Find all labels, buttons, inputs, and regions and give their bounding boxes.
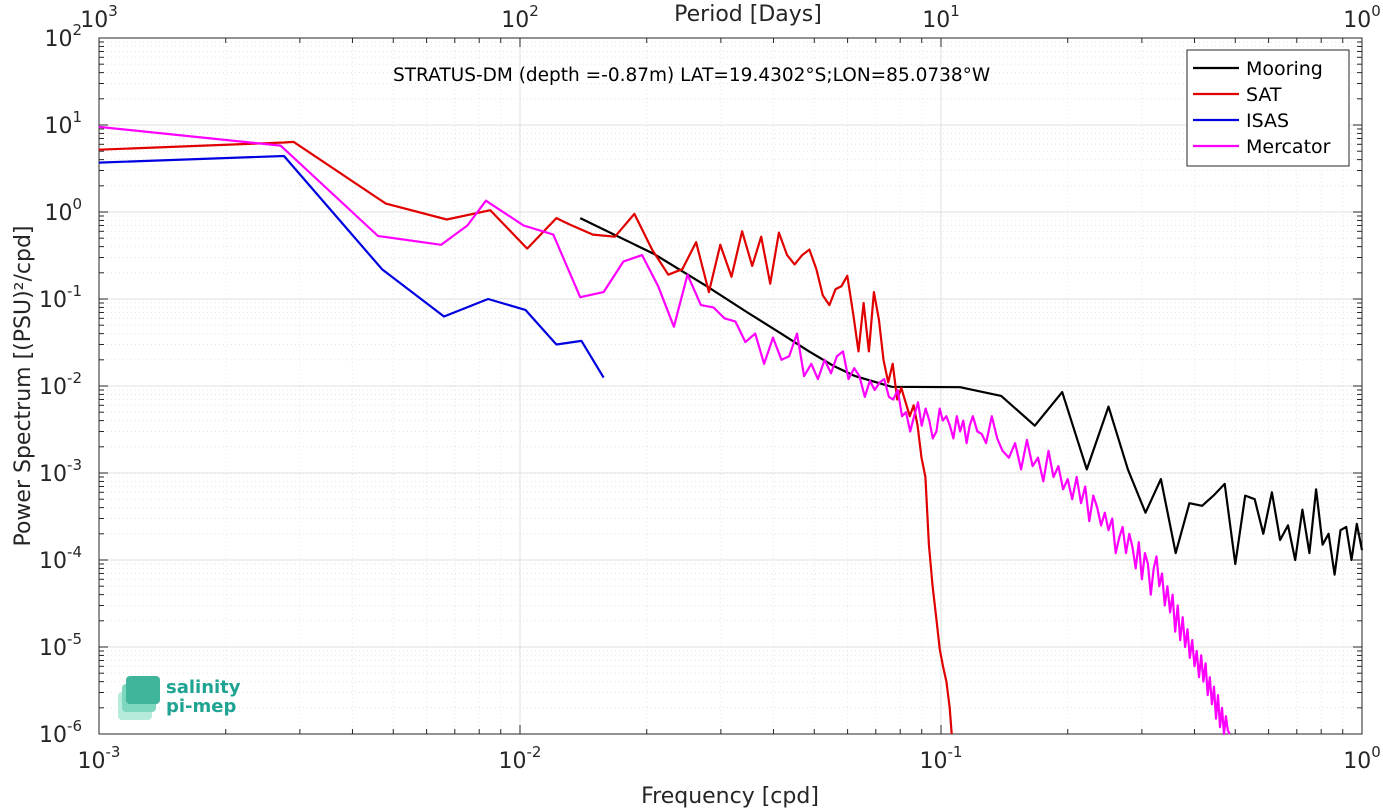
station-annotation: STRATUS-DM (depth =-0.87m) LAT=19.4302°S… [393, 65, 990, 86]
x-tick-labels: 10-3 10-2 10-1 100 [78, 743, 1381, 774]
series-line-sat [98, 140, 953, 735]
y-tick-label: 10-3 [39, 456, 82, 487]
series-line-mooring [579, 217, 1364, 576]
y-tick-label: 10-2 [39, 369, 82, 400]
y-tick-label: 100 [44, 195, 82, 226]
y-tick-label: 10-1 [39, 282, 82, 313]
y-axis-title: Power Spectrum [(PSU)²/cpd] [11, 225, 36, 546]
y-tick-label: 102 [44, 21, 82, 52]
legend-label-sat: SAT [1246, 84, 1282, 106]
x-tick-label: 10-3 [78, 743, 121, 774]
legend-label-mooring: Mooring [1246, 58, 1323, 80]
x-tick-label: 10-2 [499, 743, 542, 774]
logo-line-1: salinity [166, 677, 241, 698]
y-tick-labels: 102 101 100 10-1 10-2 10-3 10-4 10-5 10-6 [39, 21, 82, 748]
series-line-isas [98, 154, 605, 379]
x-axis-title: Frequency [cpd] [641, 784, 819, 809]
logo-line-2: pi-mep [166, 696, 236, 717]
x2-tick-label: 101 [922, 2, 960, 33]
x2-tick-label: 103 [80, 2, 118, 33]
x2-tick-label: 102 [501, 2, 539, 33]
series-line-mercator [98, 125, 1231, 736]
top-x-axis-title: Period [Days] [674, 2, 822, 27]
x-tick-label: 100 [1343, 743, 1381, 774]
x-tick-label: 10-1 [920, 743, 963, 774]
y-tick-label: 10-5 [39, 630, 82, 661]
salinity-pi-mep-logo: salinity pi-mep [118, 676, 241, 720]
y-tick-label: 10-6 [39, 717, 82, 748]
legend: Mooring SAT ISAS Mercator [1186, 49, 1350, 167]
y-tick-label: 101 [44, 108, 82, 139]
x2-tick-label: 100 [1343, 2, 1381, 33]
axis-ticks [98, 37, 1363, 735]
legend-label-mercator: Mercator [1246, 136, 1331, 158]
top-x-tick-labels: 103 102 101 100 [80, 2, 1381, 33]
series-lines [98, 125, 1364, 736]
y-tick-label: 10-4 [39, 543, 82, 574]
legend-label-isas: ISAS [1246, 110, 1289, 132]
